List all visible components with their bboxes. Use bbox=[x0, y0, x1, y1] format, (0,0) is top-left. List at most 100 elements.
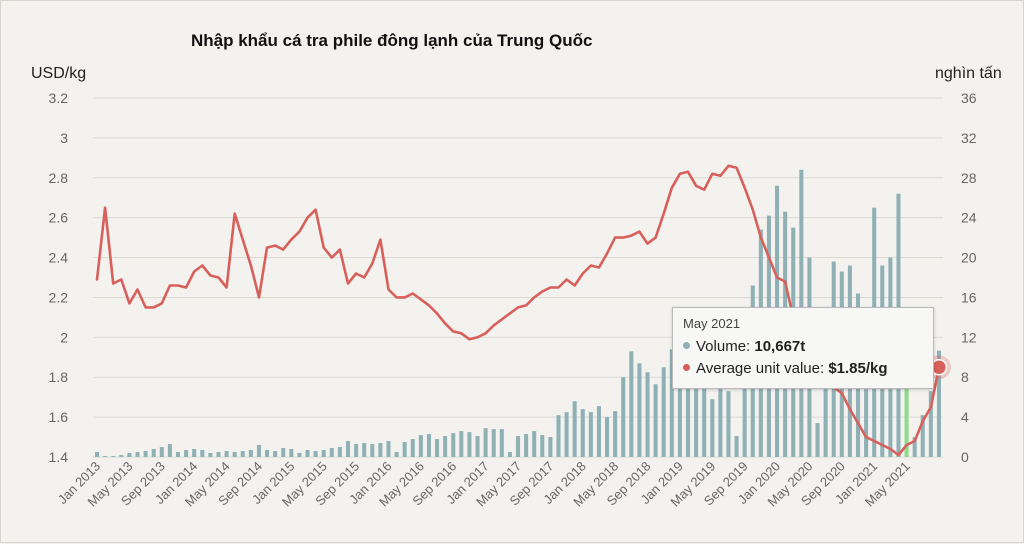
volume-bar bbox=[815, 423, 820, 457]
volume-bar bbox=[418, 435, 423, 457]
volume-bar bbox=[540, 435, 545, 457]
volume-bar bbox=[661, 367, 666, 457]
volume-bar bbox=[572, 401, 577, 457]
y-right-tick-labels: 0 4 8 12 16 20 24 28 32 36 bbox=[961, 90, 977, 465]
volume-bar bbox=[443, 436, 448, 457]
tooltip: May 2021 Volume: 10,667t Average unit va… bbox=[672, 307, 934, 389]
volume-bar bbox=[556, 415, 561, 457]
volume-bar bbox=[281, 448, 286, 457]
volume-bar bbox=[426, 434, 431, 457]
volume-bar bbox=[451, 433, 456, 457]
volume-bar bbox=[127, 453, 132, 457]
volume-bar bbox=[192, 449, 197, 457]
volume-bar bbox=[718, 381, 723, 457]
y-left-tick-label: 2.8 bbox=[49, 170, 69, 186]
volume-bar bbox=[200, 450, 205, 457]
volume-bar bbox=[459, 431, 464, 457]
volume-bar bbox=[499, 429, 504, 457]
volume-bar bbox=[548, 437, 553, 457]
y-left-tick-label: 2.2 bbox=[49, 289, 69, 305]
tooltip-date: May 2021 bbox=[683, 316, 741, 331]
volume-bar bbox=[936, 350, 941, 457]
volume-bar bbox=[734, 436, 739, 457]
volume-bar bbox=[629, 351, 634, 457]
chart-title: Nhập khẩu cá tra phile đông lạnh của Tru… bbox=[191, 31, 593, 50]
volume-bar bbox=[329, 448, 334, 457]
y-right-tick-label: 36 bbox=[961, 90, 977, 106]
volume-bar bbox=[912, 437, 917, 457]
y-left-tick-label: 1.8 bbox=[49, 369, 69, 385]
volume-bar bbox=[362, 443, 367, 457]
volume-bar bbox=[337, 447, 342, 457]
volume-bar bbox=[321, 450, 326, 457]
y-right-tick-label: 20 bbox=[961, 250, 977, 266]
volume-bar bbox=[175, 452, 181, 457]
y-right-tick-label: 24 bbox=[961, 210, 977, 226]
volume-bar bbox=[402, 442, 407, 457]
volume-bar bbox=[532, 431, 537, 457]
volume-bar bbox=[605, 417, 610, 457]
tooltip-price-value: $1.85/kg bbox=[828, 360, 888, 377]
tooltip-volume-row: Volume: 10,667t bbox=[683, 336, 923, 358]
volume-bar bbox=[135, 452, 140, 457]
y-right-axis-label: nghìn tấn bbox=[935, 65, 1002, 82]
volume-bar bbox=[475, 436, 480, 457]
volume-bar bbox=[103, 456, 108, 457]
volume-bar bbox=[864, 389, 869, 457]
volume-bar bbox=[159, 447, 164, 457]
volume-bar bbox=[297, 453, 302, 457]
volume-bar bbox=[394, 452, 399, 457]
y-right-tick-label: 32 bbox=[961, 130, 977, 146]
volume-bar bbox=[216, 452, 221, 457]
volume-bar bbox=[256, 445, 261, 457]
tooltip-price-label: Average unit value: bbox=[696, 360, 829, 377]
volume-bar bbox=[119, 455, 124, 457]
volume-bar bbox=[491, 429, 496, 457]
volume-bar bbox=[645, 372, 650, 457]
volume-bar bbox=[313, 451, 318, 457]
volume-bar bbox=[742, 385, 747, 457]
y-left-tick-label: 1.6 bbox=[49, 409, 69, 425]
y-right-tick-label: 28 bbox=[961, 170, 977, 186]
volume-bar bbox=[588, 412, 593, 457]
volume-bar bbox=[677, 355, 682, 457]
y-left-tick-label: 2.4 bbox=[49, 250, 69, 266]
tooltip-volume-value: 10,667t bbox=[754, 338, 806, 355]
volume-bar bbox=[208, 453, 213, 457]
y-left-tick-label: 1.4 bbox=[49, 449, 69, 465]
volume-bar bbox=[305, 450, 310, 457]
volume-bar bbox=[370, 444, 375, 457]
volume-bar bbox=[289, 449, 294, 457]
volume-bar bbox=[224, 451, 229, 457]
y-right-tick-label: 0 bbox=[961, 449, 969, 465]
volume-bar bbox=[702, 382, 707, 457]
volume-bar bbox=[232, 452, 237, 457]
volume-bar bbox=[613, 411, 618, 457]
volume-bar bbox=[111, 456, 116, 457]
tooltip-price-row: Average unit value: $1.85/kg bbox=[683, 358, 923, 380]
volume-bar bbox=[345, 441, 351, 457]
volume-bar bbox=[694, 383, 699, 457]
volume-bar bbox=[483, 428, 488, 457]
y-left-tick-labels: 1.4 1.6 1.8 2 2.2 2.4 2.6 2.8 3 3.2 bbox=[49, 90, 69, 465]
volume-bar bbox=[637, 363, 642, 457]
volume-bar bbox=[435, 439, 440, 457]
volume-bar bbox=[386, 441, 391, 457]
volume-bar bbox=[596, 406, 601, 457]
volume-bar bbox=[507, 452, 512, 457]
volume-bar bbox=[710, 399, 715, 457]
volume-bar bbox=[653, 384, 658, 457]
volume-bar bbox=[920, 415, 925, 457]
volume-bar bbox=[240, 451, 245, 457]
y-right-tick-label: 4 bbox=[961, 409, 969, 425]
volume-bar bbox=[515, 436, 521, 457]
volume-bar bbox=[378, 443, 383, 457]
volume-bar bbox=[524, 434, 529, 457]
y-left-tick-label: 2.6 bbox=[49, 210, 69, 226]
y-right-tick-label: 8 bbox=[961, 369, 969, 385]
y-right-tick-label: 12 bbox=[961, 329, 977, 345]
volume-bar bbox=[143, 451, 148, 457]
y-left-axis-label: USD/kg bbox=[31, 65, 87, 82]
